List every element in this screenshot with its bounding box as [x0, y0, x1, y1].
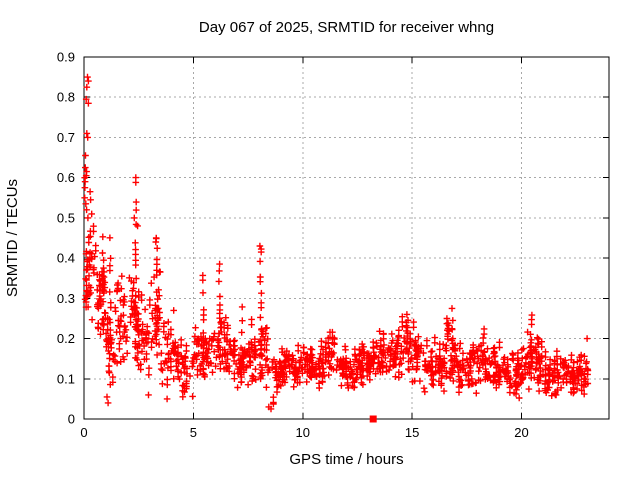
y-tick-label: 0.9: [57, 50, 75, 65]
chart-title: Day 067 of 2025, SRMTID for receiver whn…: [199, 19, 494, 36]
x-axis-label: GPS time / hours: [289, 451, 403, 468]
y-tick-label: 0.4: [57, 251, 75, 266]
x-tick-labels: 0 5 10 15 20: [80, 425, 528, 440]
y-tick-label: 0.3: [57, 291, 75, 306]
y-tick-labels: 0 0.1 0.2 0.3 0.4 0.5 0.6 0.7 0.8 0.9: [57, 50, 75, 427]
x-tick-label: 10: [296, 425, 310, 440]
y-tick-label: 0: [68, 412, 75, 427]
scatter-plus-marks: [81, 73, 592, 413]
data-points: [81, 73, 592, 423]
y-tick-label: 0.5: [57, 210, 75, 225]
x-tick-label: 20: [514, 425, 528, 440]
x-tick-label: 0: [80, 425, 87, 440]
y-axis-label: SRMTID / TECUs: [4, 179, 21, 297]
y-tick-label: 0.6: [57, 170, 75, 185]
filled-square-mark: [369, 415, 377, 423]
y-tick-label: 0.8: [57, 90, 75, 105]
plot-border: [83, 56, 610, 420]
x-tick-label: 5: [190, 425, 197, 440]
x-tick-label: 15: [405, 425, 419, 440]
y-tick-label: 0.7: [57, 130, 75, 145]
y-tick-label: 0.2: [57, 331, 75, 346]
y-tick-label: 0.1: [57, 371, 75, 386]
